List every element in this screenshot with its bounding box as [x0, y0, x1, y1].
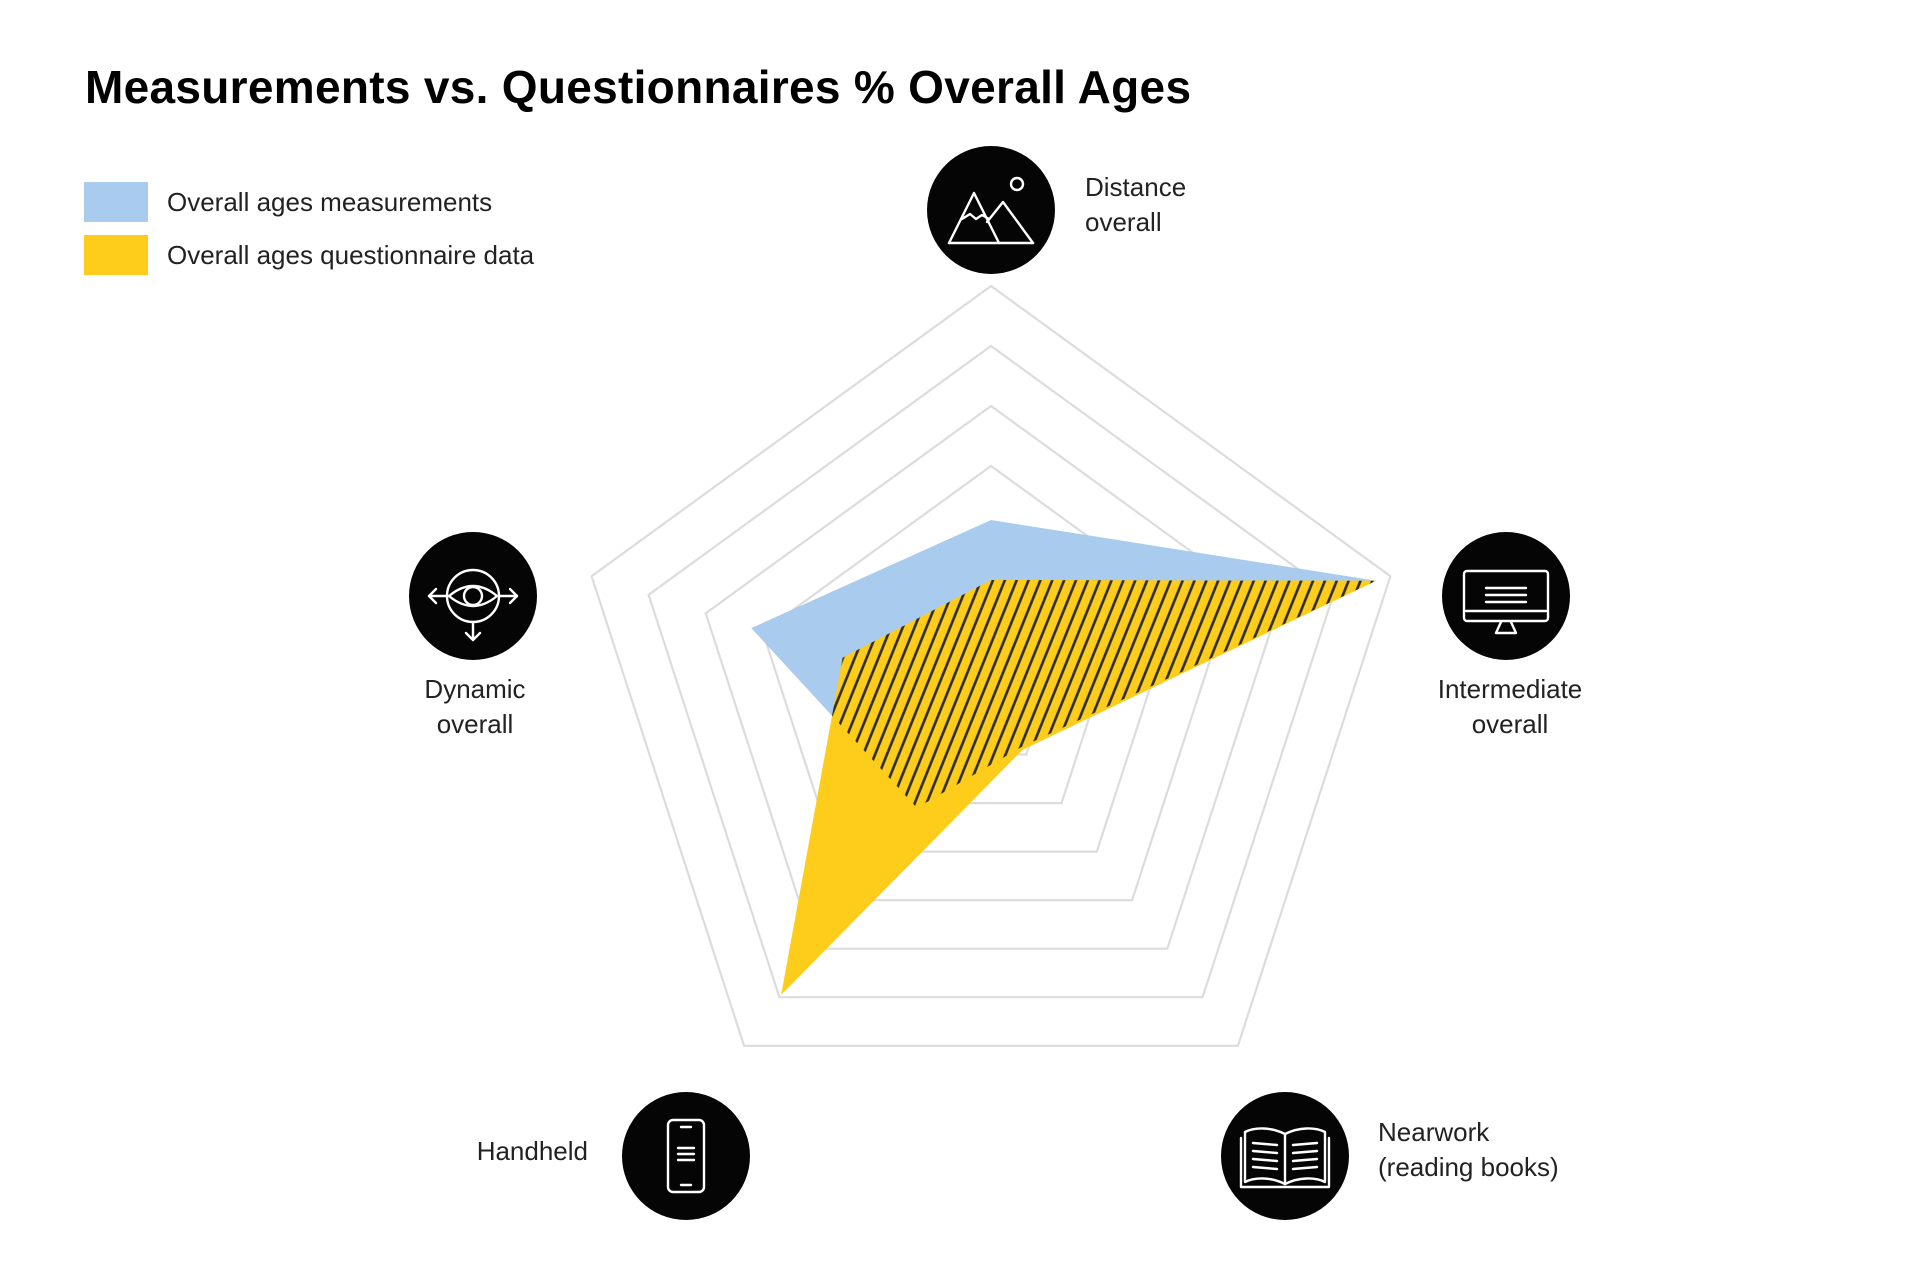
axis-badge: [409, 532, 537, 660]
smartphone-icon: [666, 1118, 706, 1194]
axis-label-line: overall: [1085, 207, 1162, 237]
mountain-icon: [947, 176, 1035, 245]
axis-label-line: Distance: [1085, 172, 1186, 202]
axis-label-line: overall: [1472, 709, 1549, 739]
axis-marker-distance: Distance overall: [927, 146, 1186, 274]
axis-label-line: Nearwork: [1378, 1117, 1490, 1147]
axis-label-line: Intermediate: [1438, 674, 1583, 704]
grid-ring: [647, 344, 1335, 999]
legend-item-measurements: Overall ages measurements: [84, 182, 534, 222]
axis-marker-dynamic: Dynamic overall: [409, 532, 537, 739]
legend-label-questionnaire: Overall ages questionnaire data: [167, 239, 535, 270]
series-overlap-area: [781, 580, 1377, 808]
chart-title: Measurements vs. Questionnaires % Overal…: [85, 61, 1192, 113]
legend-item-questionnaire: Overall ages questionnaire data: [84, 235, 534, 275]
axis-label-dynamic: Dynamic overall: [424, 674, 525, 739]
legend-label-measurements: Overall ages measurements: [167, 186, 493, 217]
legend: Overall ages measurements Overall ages q…: [84, 182, 534, 288]
grid-ring: [590, 284, 1392, 1047]
axis-badge: [622, 1092, 750, 1220]
axis-markers: Distance overall Intermediate overall Nearwo…: [409, 146, 1582, 1220]
legend-swatch-measurements: [84, 182, 148, 222]
axis-label-distance: Distance overall: [1085, 172, 1186, 237]
axis-marker-handheld: Handheld: [477, 1092, 750, 1220]
axis-label-line: Dynamic: [424, 674, 525, 704]
axis-label-line: overall: [437, 709, 514, 739]
axis-marker-intermediate: Intermediate overall: [1438, 532, 1583, 739]
monitor-icon: [1462, 569, 1550, 635]
axis-badge: [927, 146, 1055, 274]
axis-label-line: (reading books): [1378, 1152, 1559, 1182]
axis-label-nearwork: Nearwork (reading books): [1378, 1117, 1559, 1182]
eye-arrows-icon: [427, 568, 519, 642]
legend-swatch-questionnaire: [84, 235, 148, 275]
axis-label-handheld: Handheld: [477, 1136, 588, 1166]
axis-label-line: Handheld: [477, 1136, 588, 1166]
axis-label-intermediate: Intermediate overall: [1438, 674, 1583, 739]
axis-marker-nearwork: Nearwork (reading books): [1221, 1092, 1559, 1220]
open-book-icon: [1239, 1127, 1331, 1189]
